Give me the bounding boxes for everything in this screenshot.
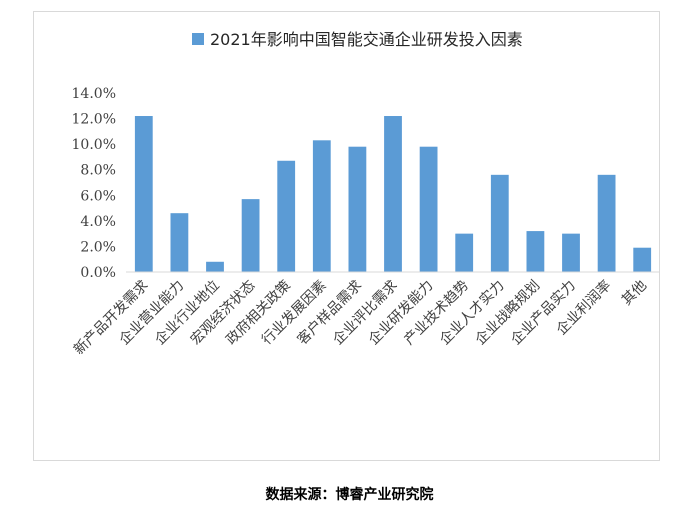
bar [526, 231, 545, 272]
bar [384, 116, 402, 272]
bar [633, 247, 652, 272]
x-tick-label: 其他 [619, 278, 650, 309]
bar [312, 140, 331, 272]
legend-swatch [192, 33, 204, 45]
y-tick-label: 12.0% [72, 112, 116, 128]
y-tick-label: 4.0% [80, 214, 116, 230]
x-axis-labels: 新产品开发需求企业营业能力企业行业地位宏观经济状态政府相关政策行业发展因素客户样… [71, 277, 650, 358]
bar [134, 116, 153, 272]
bar [277, 160, 296, 272]
bar [170, 213, 189, 272]
y-tick-label: 8.0% [80, 163, 116, 179]
y-tick-label: 14.0% [72, 86, 116, 102]
y-tick-label: 10.0% [72, 137, 116, 153]
bar [348, 146, 367, 272]
source-note: 数据来源：博睿产业研究院 [265, 487, 434, 503]
bar [562, 233, 580, 272]
y-axis: 0.0% 2.0% 4.0% 6.0% 8.0% 10.0% 12.0% 14.0% [72, 86, 116, 281]
legend-label: 2021年影响中国智能交通企业研发投入因素 [210, 30, 523, 49]
y-tick-label: 2.0% [80, 239, 116, 255]
bar [490, 174, 509, 272]
bar [597, 174, 616, 272]
bars [134, 116, 652, 272]
y-tick-label: 0.0% [80, 265, 116, 281]
legend: 2021年影响中国智能交通企业研发投入因素 [192, 30, 523, 49]
bar [241, 199, 260, 272]
bar [419, 146, 438, 272]
y-tick-label: 6.0% [80, 188, 116, 204]
bar [206, 261, 224, 272]
bar [455, 233, 474, 272]
